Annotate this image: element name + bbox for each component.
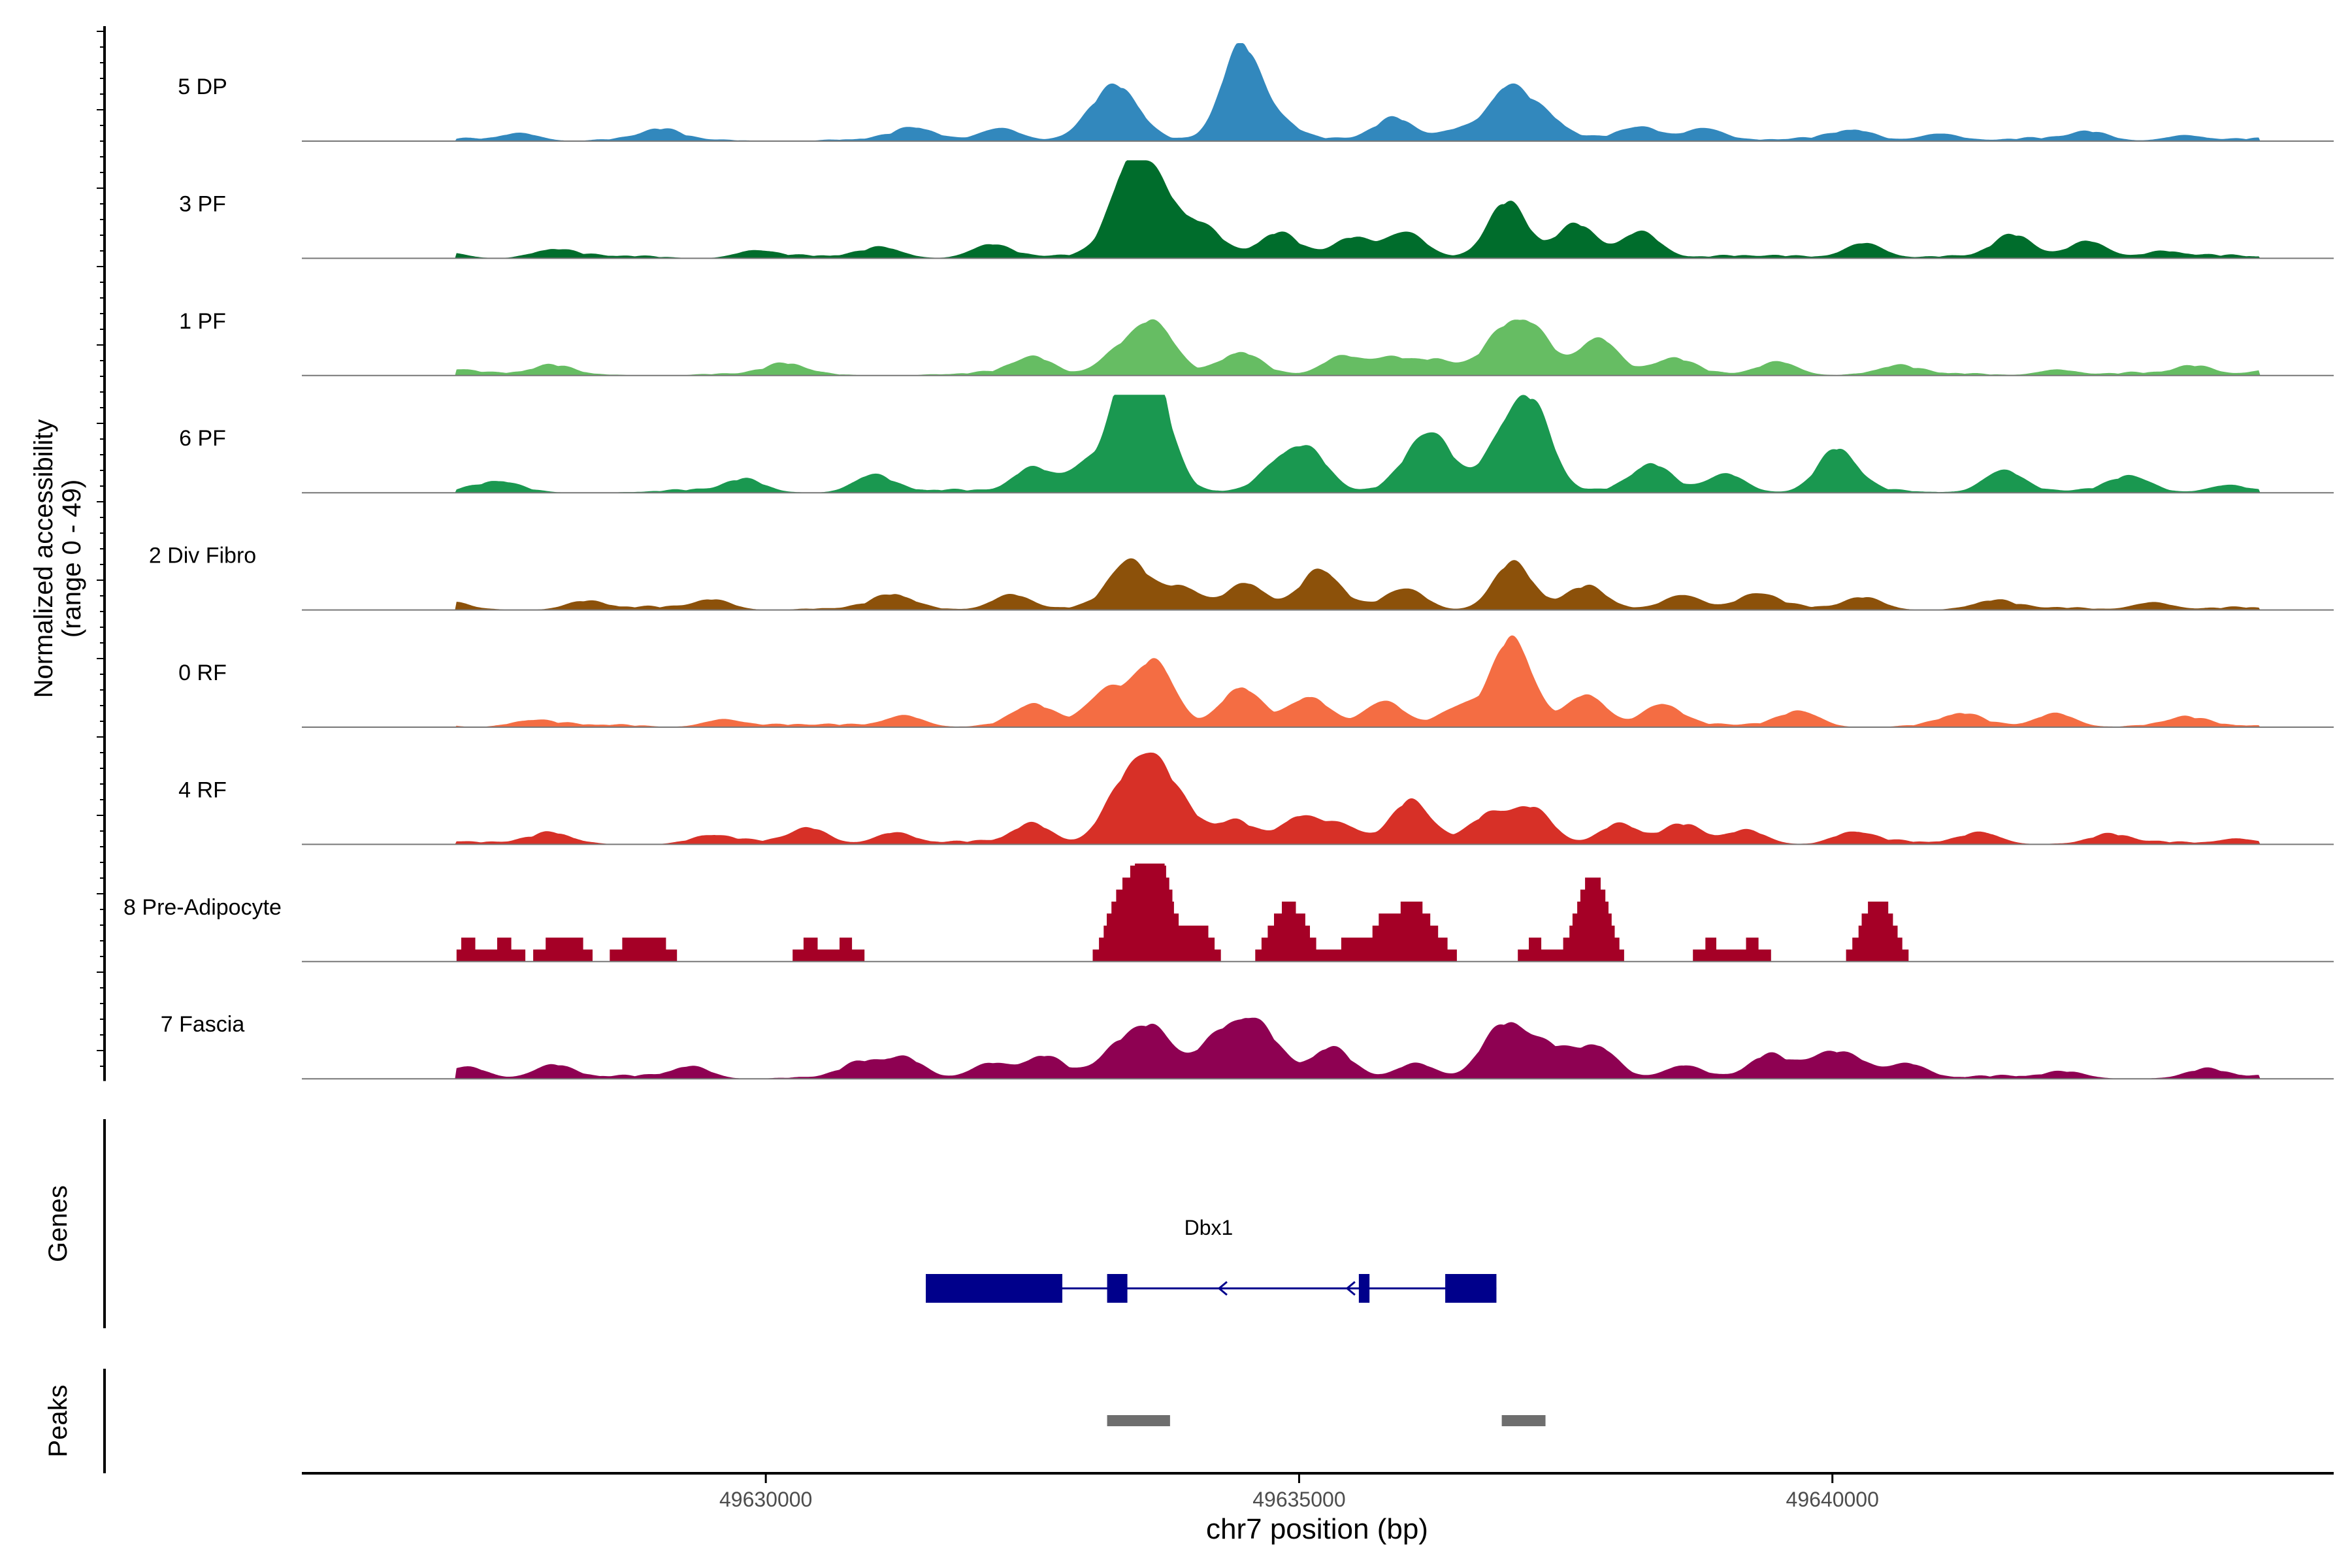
- x-tick-label: 49640000: [1786, 1488, 1879, 1511]
- x-axis-label: chr7 position (bp): [1206, 1513, 1428, 1545]
- coverage-area: [302, 1017, 2334, 1079]
- x-axis: 49630000 49635000 49640000: [302, 1472, 2334, 1511]
- coverage-area: [302, 319, 2334, 376]
- track-3-pf: 3 PF: [179, 160, 2334, 259]
- genes-axis-label: Genes: [44, 1185, 73, 1262]
- peaks-axis-label: Peaks: [44, 1384, 73, 1457]
- peak-region: [1107, 1415, 1170, 1426]
- track-label: 1 PF: [179, 309, 226, 334]
- track-0-rf: 0 RF: [178, 635, 2334, 728]
- track-2-div-fibro: 2 Div Fibro: [149, 544, 2334, 611]
- track-4-rf: 4 RF: [178, 752, 2334, 845]
- peak-region: [1501, 1415, 1546, 1426]
- track-7-fascia: 7 Fascia: [161, 1012, 2334, 1080]
- strand-arrow-icon: [1217, 1281, 1228, 1296]
- coverage-area: [302, 863, 2334, 962]
- x-tick-label: 49630000: [719, 1488, 812, 1511]
- y-axis-label-line2: (range 0 - 49): [57, 480, 86, 638]
- gene-name-label: Dbx1: [1184, 1216, 1233, 1239]
- coverage-area: [302, 752, 2334, 845]
- track-label: 3 PF: [179, 191, 226, 216]
- track-label: 4 RF: [178, 777, 227, 802]
- track-6-pf: 6 PF: [179, 395, 2334, 494]
- coverage-area: [302, 160, 2334, 259]
- track-label: 7 Fascia: [161, 1012, 245, 1037]
- gene-exon: [1358, 1274, 1370, 1303]
- coverage-tracks: 5 DP 3 PF 1 PF 6 PF 2 Div Fibro 0 RF 4 RF 8 Pre…: [97, 26, 2334, 1081]
- track-5-dp: 5 DP: [178, 43, 2334, 142]
- gene-exon: [1107, 1274, 1128, 1303]
- gene-model: [926, 1274, 1497, 1303]
- genes-panel: Genes Dbx1: [44, 1119, 1497, 1328]
- track-8-pre-adipocyte: 8 Pre-Adipocyte: [123, 863, 2334, 962]
- coverage-area: [302, 43, 2334, 141]
- y-axis-label-line1: Normalized accessibility: [29, 419, 58, 698]
- coverage-area: [302, 558, 2334, 610]
- gene-exon: [1445, 1274, 1497, 1303]
- track-1-pf: 1 PF: [179, 309, 2334, 376]
- coverage-area: [302, 635, 2334, 727]
- track-label: 6 PF: [179, 426, 226, 451]
- gene-exon: [926, 1274, 1063, 1303]
- peaks-panel: Peaks: [44, 1369, 1546, 1473]
- track-label: 2 Div Fibro: [149, 544, 256, 568]
- coverage-area: [302, 395, 2334, 493]
- x-tick-label: 49635000: [1252, 1488, 1345, 1511]
- peak-regions: [1107, 1415, 1546, 1426]
- strand-arrow-icon: [1345, 1281, 1356, 1296]
- track-label: 5 DP: [178, 74, 227, 99]
- track-label: 0 RF: [178, 661, 227, 685]
- track-label: 8 Pre-Adipocyte: [123, 895, 282, 920]
